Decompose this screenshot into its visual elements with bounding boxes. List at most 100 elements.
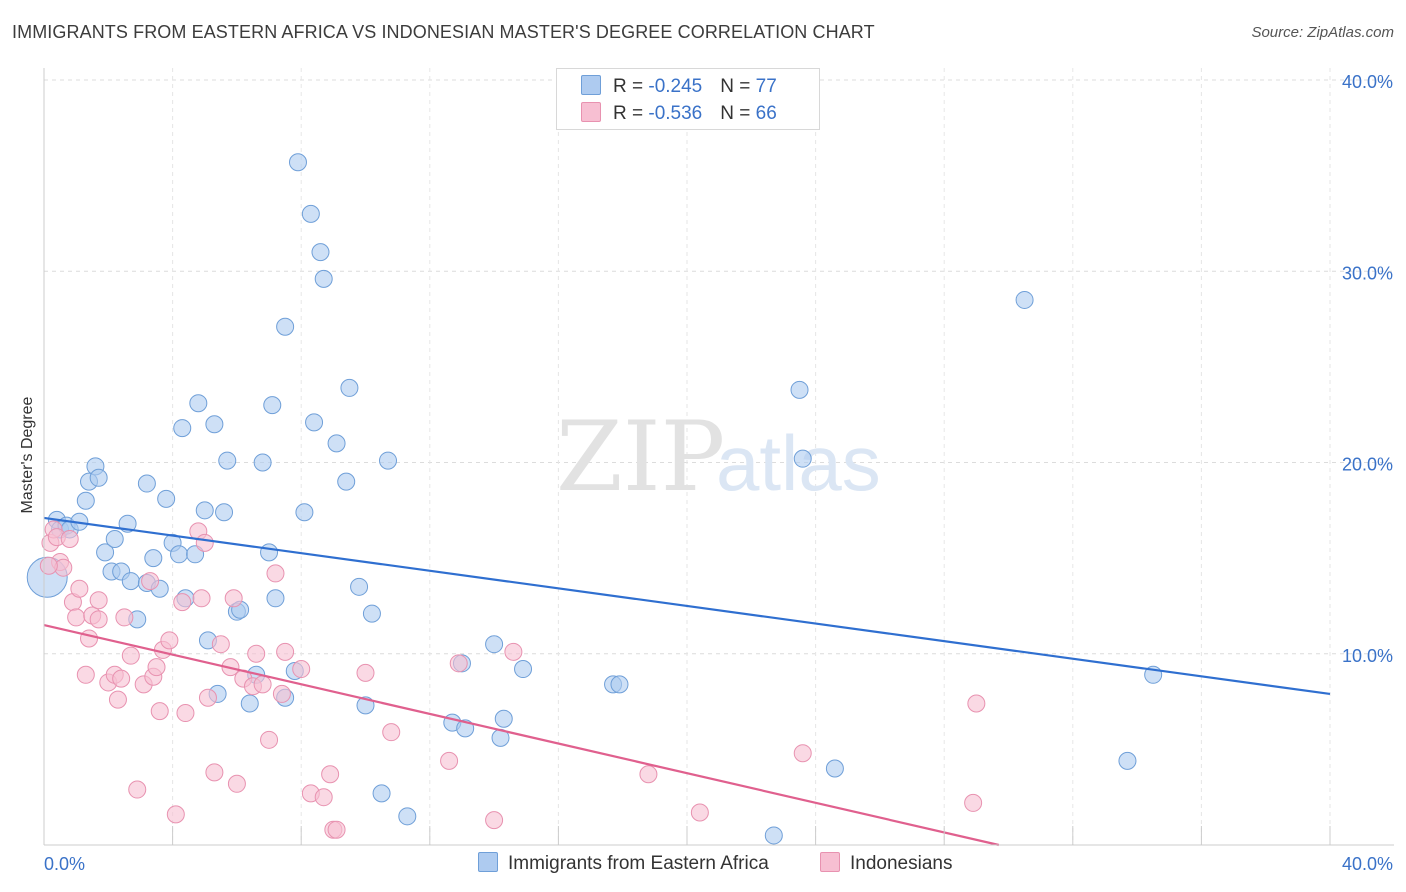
legend-swatch-pink	[581, 102, 601, 122]
series-legend: Immigrants from Eastern Africa Indonesia…	[0, 852, 1406, 878]
point-eastern-africa	[173, 419, 192, 438]
point-indonesians	[76, 665, 95, 684]
point-eastern-africa	[327, 434, 346, 453]
point-eastern-africa	[825, 759, 844, 778]
point-eastern-africa	[337, 472, 356, 491]
r-value: -0.536	[648, 103, 703, 124]
point-indonesians	[70, 579, 89, 598]
point-eastern-africa	[790, 380, 809, 399]
axes: 10.0% 20.0% 30.0% 40.0% 0.0% 40.0%	[43, 68, 1394, 874]
data-points	[26, 153, 1163, 845]
point-indonesians	[150, 702, 169, 721]
point-eastern-africa	[362, 604, 381, 623]
y-tick-label: 10.0%	[1342, 646, 1393, 666]
point-eastern-africa	[1015, 290, 1034, 309]
point-indonesians	[260, 730, 279, 749]
point-indonesians	[449, 654, 468, 673]
point-indonesians	[690, 803, 709, 822]
n-label: N =	[720, 76, 756, 97]
point-indonesians	[80, 629, 99, 648]
trend-line-indonesians	[43, 623, 1000, 847]
point-eastern-africa	[379, 451, 398, 470]
point-eastern-africa	[186, 545, 205, 564]
point-indonesians	[272, 684, 291, 703]
point-eastern-africa	[144, 549, 163, 568]
point-eastern-africa	[189, 394, 208, 413]
point-indonesians	[639, 765, 658, 784]
y-tick-label: 20.0%	[1342, 455, 1393, 475]
n-label: N =	[720, 103, 756, 124]
point-eastern-africa	[215, 503, 234, 522]
legend-item-indonesians[interactable]: Indonesians	[820, 852, 952, 875]
point-eastern-africa	[260, 543, 279, 562]
point-indonesians	[89, 591, 108, 610]
point-eastern-africa	[253, 453, 272, 472]
point-indonesians	[266, 564, 285, 583]
point-indonesians	[160, 631, 179, 650]
point-indonesians	[382, 723, 401, 742]
point-eastern-africa	[195, 501, 214, 520]
point-eastern-africa	[263, 396, 282, 415]
point-eastern-africa	[1118, 751, 1137, 770]
point-indonesians	[440, 751, 459, 770]
legend-swatch-blue	[581, 75, 601, 95]
y-tick-label: 30.0%	[1342, 263, 1393, 283]
point-eastern-africa	[793, 449, 812, 468]
legend-label: Immigrants from Eastern Africa	[508, 853, 769, 874]
point-indonesians	[321, 765, 340, 784]
legend-row-indonesians: R = -0.536 N = 66	[581, 102, 777, 126]
legend-item-eastern-africa[interactable]: Immigrants from Eastern Africa	[478, 852, 769, 875]
point-indonesians	[108, 690, 127, 709]
point-indonesians	[173, 593, 192, 612]
point-indonesians	[276, 642, 295, 661]
point-eastern-africa	[340, 378, 359, 397]
point-eastern-africa	[314, 269, 333, 288]
point-eastern-africa	[89, 468, 108, 487]
point-eastern-africa	[350, 577, 369, 596]
point-eastern-africa	[96, 543, 115, 562]
n-value: 66	[755, 103, 777, 124]
legend-swatch-blue	[478, 852, 498, 872]
watermark: ZIP atlas	[556, 401, 881, 513]
point-indonesians	[115, 608, 134, 627]
point-indonesians	[247, 644, 266, 663]
point-eastern-africa	[494, 709, 513, 728]
point-indonesians	[504, 642, 523, 661]
point-indonesians	[192, 589, 211, 608]
point-indonesians	[198, 688, 217, 707]
x-tick-label: 0.0%	[44, 854, 85, 874]
point-eastern-africa	[514, 660, 533, 679]
point-indonesians	[39, 556, 58, 575]
point-indonesians	[227, 774, 246, 793]
point-indonesians	[89, 610, 108, 629]
point-indonesians	[967, 694, 986, 713]
point-eastern-africa	[301, 204, 320, 223]
point-indonesians	[485, 811, 504, 830]
point-indonesians	[166, 805, 185, 824]
chart-title: IMMIGRANTS FROM EASTERN AFRICA VS INDONE…	[12, 22, 875, 42]
point-indonesians	[147, 658, 166, 677]
point-indonesians	[205, 763, 224, 782]
point-indonesians	[176, 704, 195, 723]
point-indonesians	[211, 635, 230, 654]
point-indonesians	[121, 646, 140, 665]
point-indonesians	[793, 744, 812, 763]
point-eastern-africa	[218, 451, 237, 470]
point-eastern-africa	[764, 826, 783, 845]
point-eastern-africa	[398, 807, 417, 826]
point-eastern-africa	[305, 413, 324, 432]
point-indonesians	[964, 793, 983, 812]
point-eastern-africa	[610, 675, 629, 694]
point-indonesians	[141, 572, 160, 591]
point-indonesians	[292, 660, 311, 679]
legend-row-eastern-africa: R = -0.245 N = 77	[581, 75, 777, 99]
point-eastern-africa	[121, 572, 140, 591]
point-indonesians	[327, 820, 346, 839]
watermark-zip: ZIP	[556, 401, 725, 513]
point-indonesians	[356, 663, 375, 682]
legend-swatch-pink	[820, 852, 840, 872]
point-indonesians	[253, 675, 272, 694]
point-eastern-africa	[295, 503, 314, 522]
n-value: 77	[755, 76, 777, 97]
